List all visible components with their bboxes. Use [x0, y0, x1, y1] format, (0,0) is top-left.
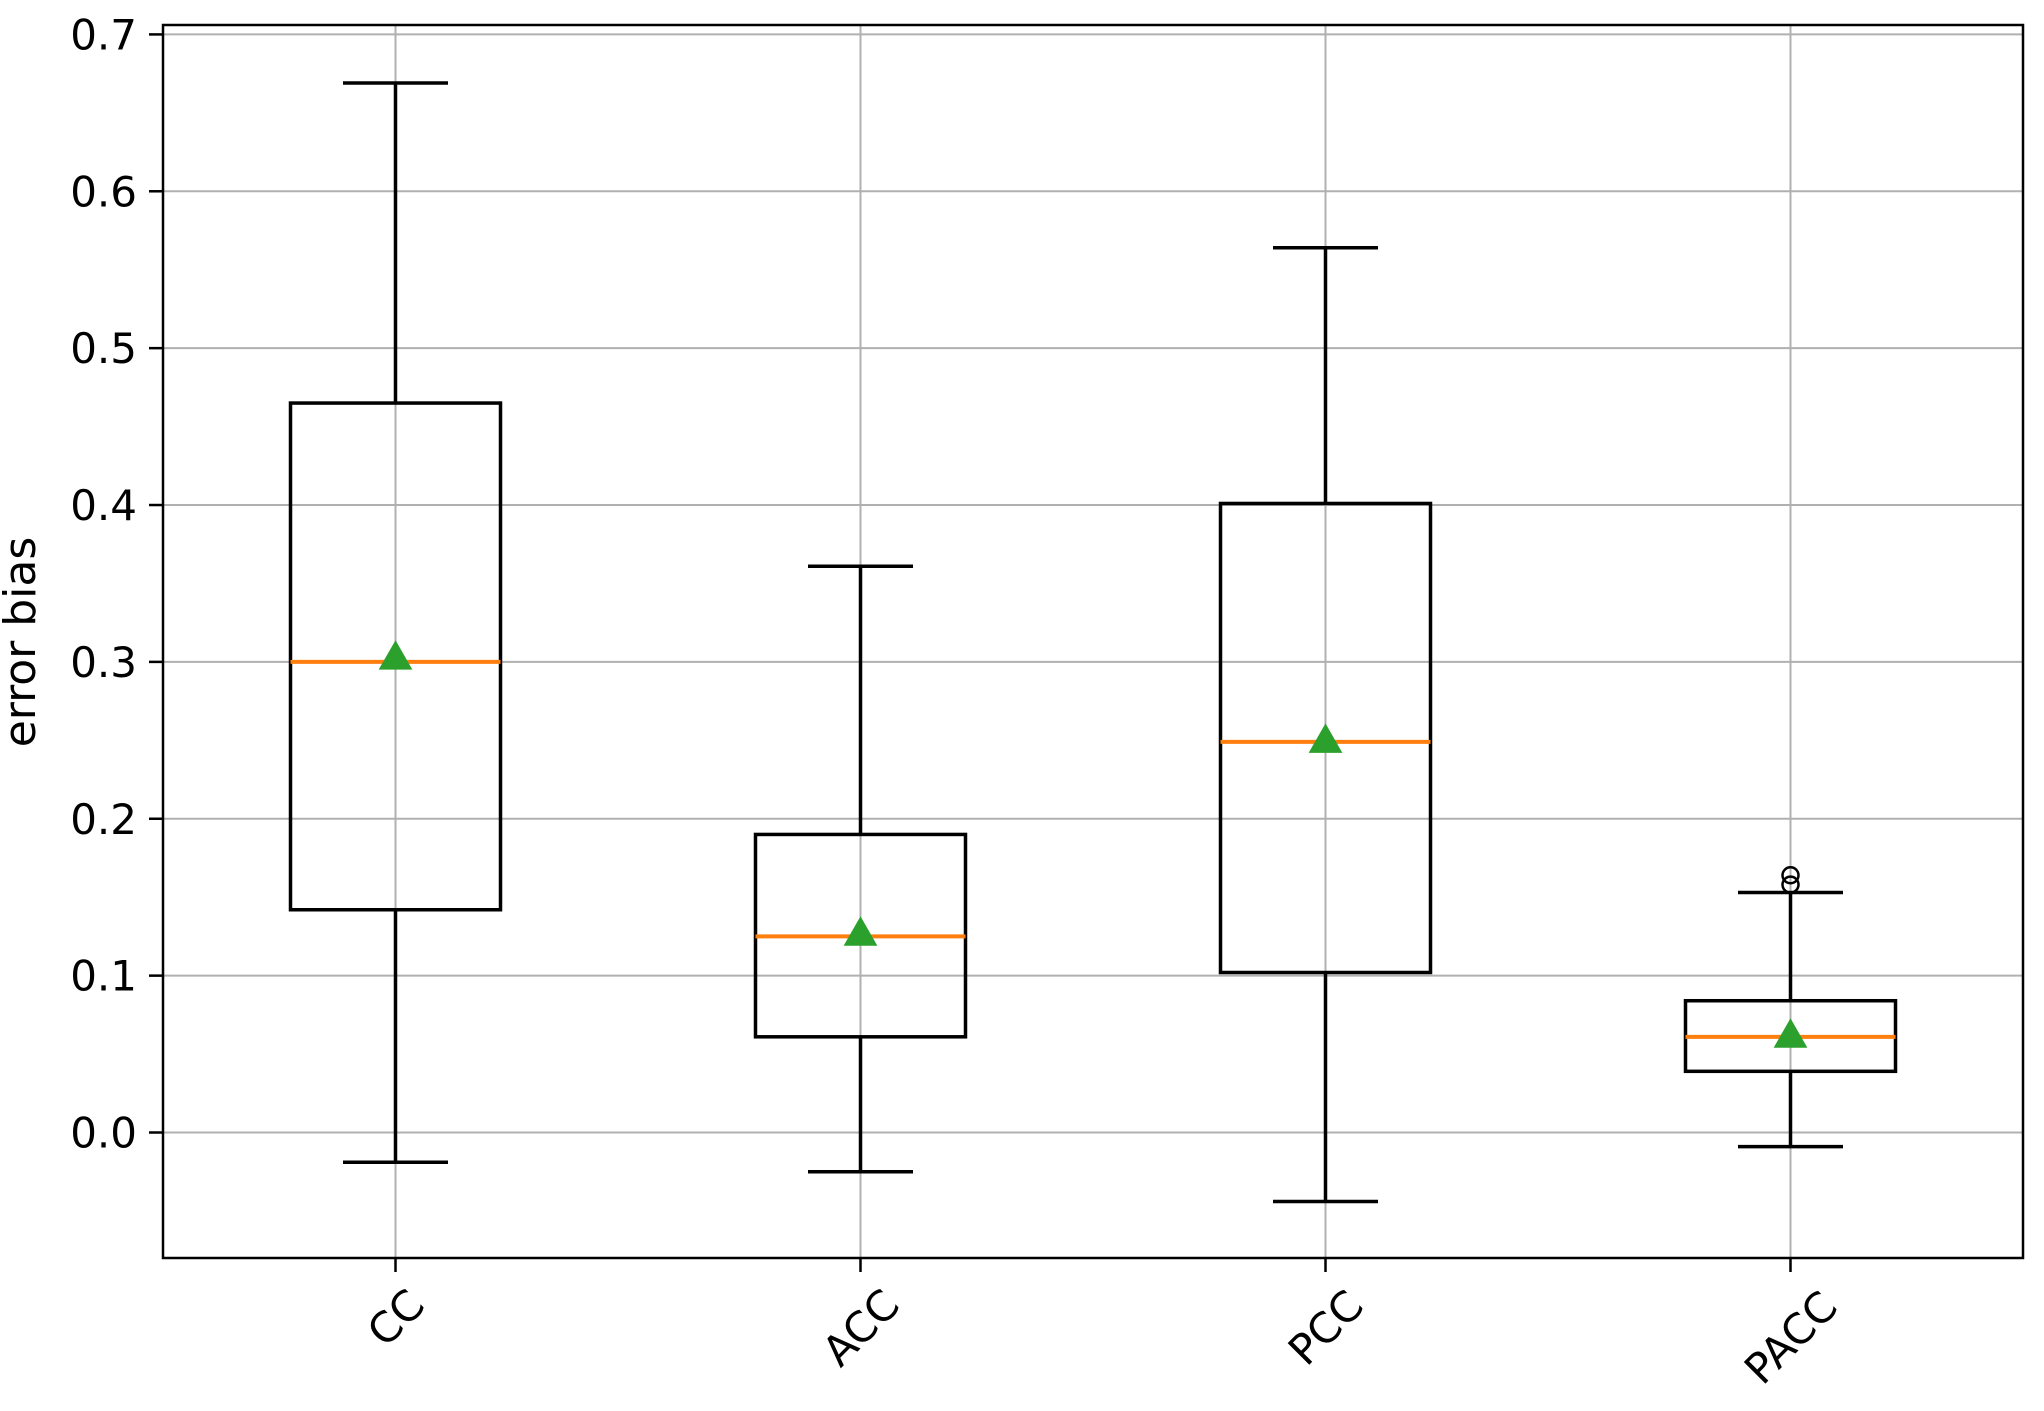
outlier-point — [1781, 875, 1800, 894]
x-tick-label: PCC — [1279, 1281, 1373, 1375]
mean-marker — [1773, 1018, 1808, 1048]
box-layer — [288, 81, 1898, 1204]
axis-layer: 0.0 0.1 0.2 0.3 0.4 0.5 0.6 0.7 CC ACC PCC PACC — [70, 10, 2025, 1394]
iqr-box — [288, 401, 503, 912]
y-tick-label: 0.3 — [70, 638, 137, 687]
mean-marker — [1308, 723, 1343, 753]
y-tick-label: 0.2 — [70, 795, 137, 844]
y-axis-label: error bias — [0, 537, 46, 748]
x-tick-label: ACC — [813, 1280, 909, 1376]
plot-border — [161, 23, 2025, 1260]
y-tick-label: 0.6 — [70, 167, 137, 216]
x-tick-label: PACC — [1735, 1282, 1847, 1394]
outlier-point — [1781, 865, 1800, 885]
iqr-box — [1218, 501, 1433, 975]
y-tick-label: 0.7 — [70, 10, 137, 59]
y-tick-label: 0.5 — [70, 324, 137, 373]
mean-marker — [378, 640, 413, 670]
y-tick-label: 0.4 — [70, 481, 137, 530]
x-tick-label: CC — [358, 1280, 434, 1356]
mean-marker — [843, 916, 878, 946]
y-tick-label: 0.0 — [70, 1109, 137, 1158]
y-tick-label: 0.1 — [70, 952, 137, 1001]
